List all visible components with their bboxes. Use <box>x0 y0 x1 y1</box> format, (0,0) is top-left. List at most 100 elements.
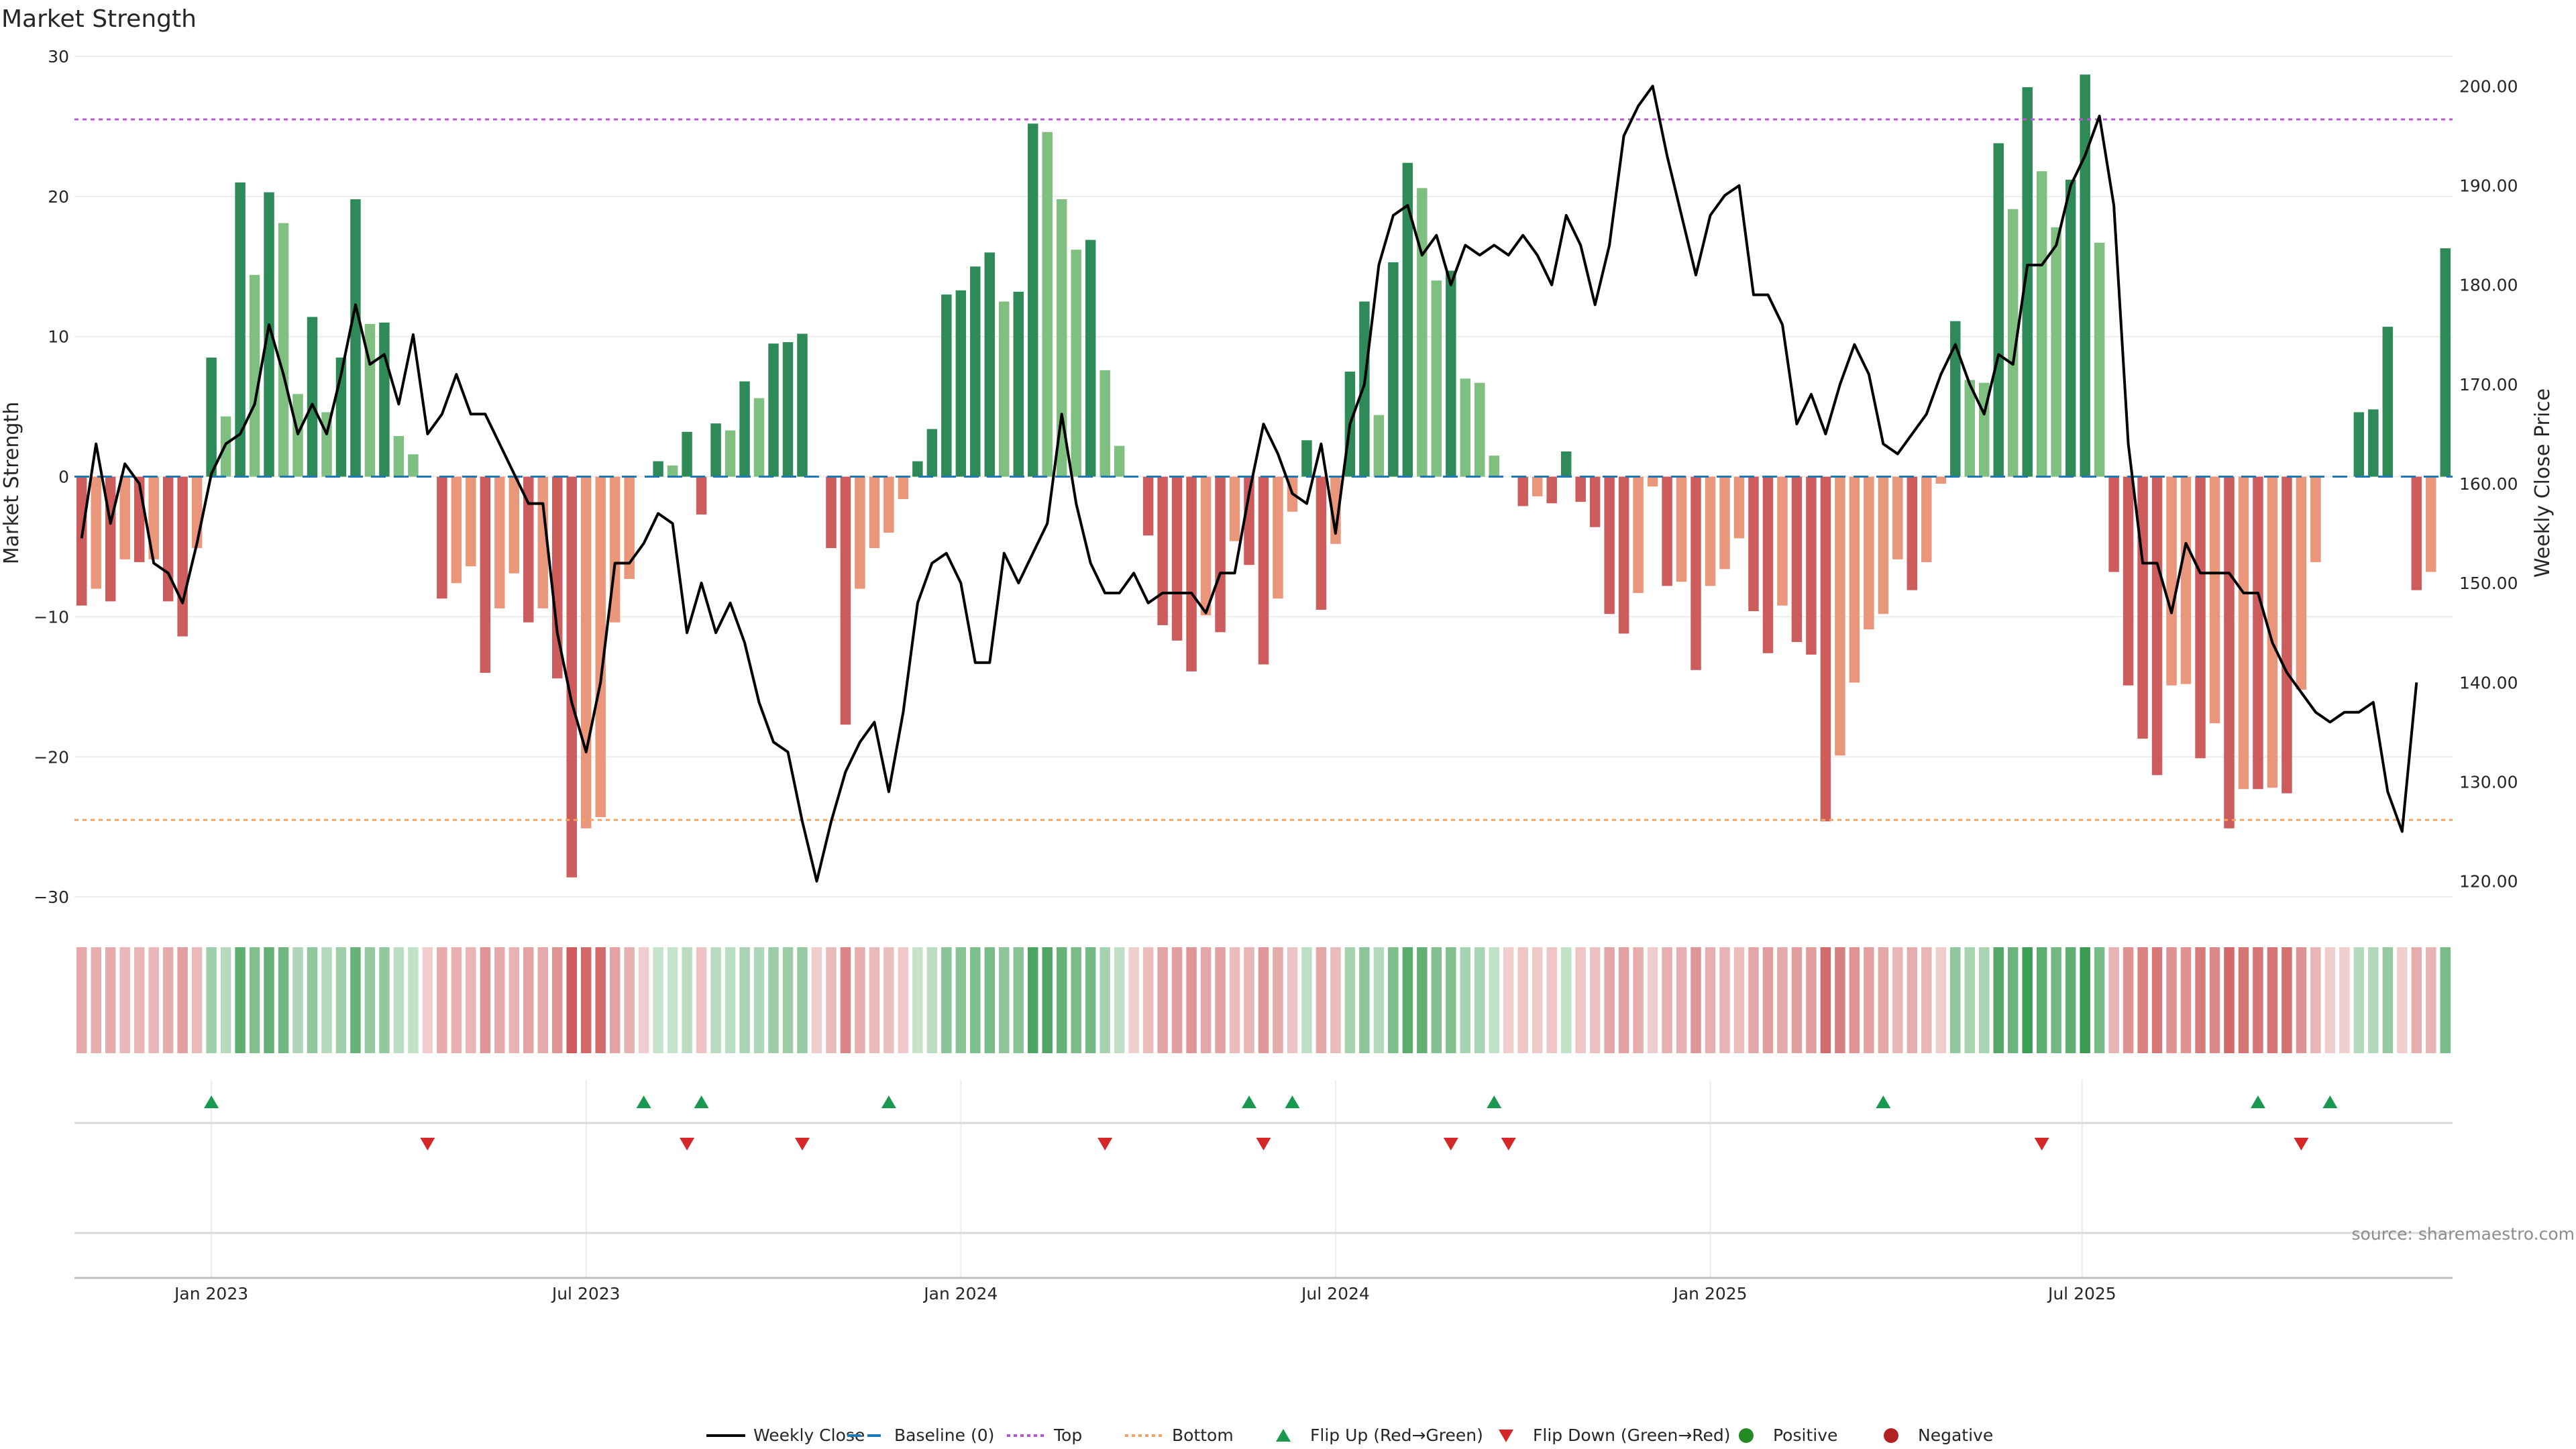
strength-bar-negative <box>2224 476 2235 828</box>
heat-cell <box>1056 947 1067 1053</box>
strength-bar-negative <box>177 476 188 637</box>
strength-bar-negative <box>1676 476 1687 582</box>
heat-cell <box>1662 947 1672 1053</box>
heat-cell <box>1532 947 1543 1053</box>
strength-bar-negative <box>1935 476 1947 484</box>
strength-bar-negative <box>855 476 865 589</box>
y-tick-left: −20 <box>34 747 69 767</box>
heat-cell <box>1575 947 1586 1053</box>
strength-bar-positive <box>797 333 808 477</box>
strength-bar-negative <box>1316 476 1327 610</box>
heat-cell <box>624 947 635 1053</box>
strength-bars <box>76 74 2451 877</box>
legend-label: Bottom <box>1172 1426 1234 1445</box>
strength-bar-positive <box>408 454 419 477</box>
heat-cell <box>1647 947 1658 1053</box>
strength-bar-negative <box>2411 476 2422 590</box>
heat-cell <box>1330 947 1341 1053</box>
y-tick-left: −10 <box>34 607 69 627</box>
heat-cell <box>1604 947 1615 1053</box>
heat-cell <box>638 947 649 1053</box>
heat-cell <box>2368 947 2379 1053</box>
y-tick-right: 200.00 <box>2459 76 2518 96</box>
x-tick-label: Jan 2024 <box>922 1284 998 1303</box>
heat-cell <box>1676 947 1687 1053</box>
heat-cell <box>855 947 865 1053</box>
heat-cell <box>1301 947 1312 1053</box>
y-tick-right: 150.00 <box>2459 574 2518 593</box>
heat-cell <box>1258 947 1269 1053</box>
strength-bar-negative <box>1157 476 1168 625</box>
heat-cell <box>1489 947 1499 1053</box>
heat-cell <box>1273 947 1283 1053</box>
strength-bar-positive <box>1474 382 1485 477</box>
strength-bar-negative <box>1719 476 1730 570</box>
heat-cell <box>2224 947 2235 1053</box>
heat-cell <box>566 947 577 1053</box>
strength-bar-positive <box>999 301 1010 477</box>
y-tick-left: 0 <box>58 468 69 487</box>
strength-bar-negative <box>1820 476 1831 822</box>
strength-bar-negative <box>2426 476 2436 572</box>
legend-label: Baseline (0) <box>894 1426 994 1445</box>
strength-bar-negative <box>1690 476 1701 670</box>
heat-cell <box>1907 947 1918 1053</box>
heat-cell <box>1560 947 1572 1053</box>
heat-cell <box>682 947 692 1053</box>
flip-down-marker <box>794 1138 810 1150</box>
heat-cell <box>437 947 447 1053</box>
y-tick-right: 170.00 <box>2459 375 2518 394</box>
strength-bar-negative <box>1546 476 1557 504</box>
heat-cell <box>1460 947 1471 1053</box>
strength-bar-positive <box>2051 227 2061 477</box>
heat-cell <box>1359 947 1370 1053</box>
strength-bar-negative <box>1791 476 1803 643</box>
legend-label: Positive <box>1773 1426 1837 1445</box>
heat-cell <box>1806 947 1817 1053</box>
strength-bar-negative <box>2238 476 2249 790</box>
heat-cell <box>1186 947 1197 1053</box>
heat-cell <box>1099 947 1110 1053</box>
heat-cell <box>1071 947 1081 1053</box>
flip-down-marker <box>420 1138 435 1150</box>
heat-cell <box>1892 947 1903 1053</box>
heat-cell <box>2253 947 2263 1053</box>
strength-bar-negative <box>1733 476 1745 539</box>
heat-cell <box>177 947 188 1053</box>
heat-cell <box>2209 947 2220 1053</box>
heat-cell <box>2382 947 2394 1053</box>
strength-bar-negative <box>1244 476 1254 566</box>
heat-cell <box>580 947 592 1053</box>
strength-bar-positive <box>926 429 938 477</box>
strength-bar-positive <box>1560 451 1572 477</box>
heat-cell <box>667 947 678 1053</box>
legend-label: Flip Down (Green→Red) <box>1533 1426 1731 1445</box>
strength-bar-negative <box>1589 476 1601 527</box>
strength-bar-positive <box>739 381 750 477</box>
heat-cell <box>307 947 318 1053</box>
strength-bar-negative <box>494 476 505 608</box>
grid-layer <box>74 56 2453 1279</box>
strength-bar-negative <box>1864 476 1874 630</box>
heat-cell <box>466 947 476 1053</box>
strength-bar-negative <box>566 476 577 877</box>
y-tick-right: 180.00 <box>2459 276 2518 295</box>
heat-cell <box>999 947 1010 1053</box>
heat-cell <box>2411 947 2422 1053</box>
strength-bar-negative <box>451 476 462 584</box>
heat-cell <box>926 947 938 1053</box>
heat-cell <box>206 947 217 1053</box>
heat-cell <box>739 947 750 1053</box>
heat-cell <box>595 947 606 1053</box>
strength-bar-negative <box>523 476 534 623</box>
heat-cell <box>2007 947 2019 1053</box>
heat-cell <box>2080 947 2090 1053</box>
strength-bar-negative <box>2123 476 2134 686</box>
strength-bar-positive <box>2007 209 2019 477</box>
flip-up-marker <box>2250 1095 2265 1108</box>
strength-bar-negative <box>2180 476 2192 684</box>
strength-bar-positive <box>1373 415 1385 477</box>
y-axis-left-label: Market Strength <box>0 402 23 564</box>
strength-bar-positive <box>941 294 952 477</box>
x-tick-label: Jan 2025 <box>1672 1284 1747 1303</box>
